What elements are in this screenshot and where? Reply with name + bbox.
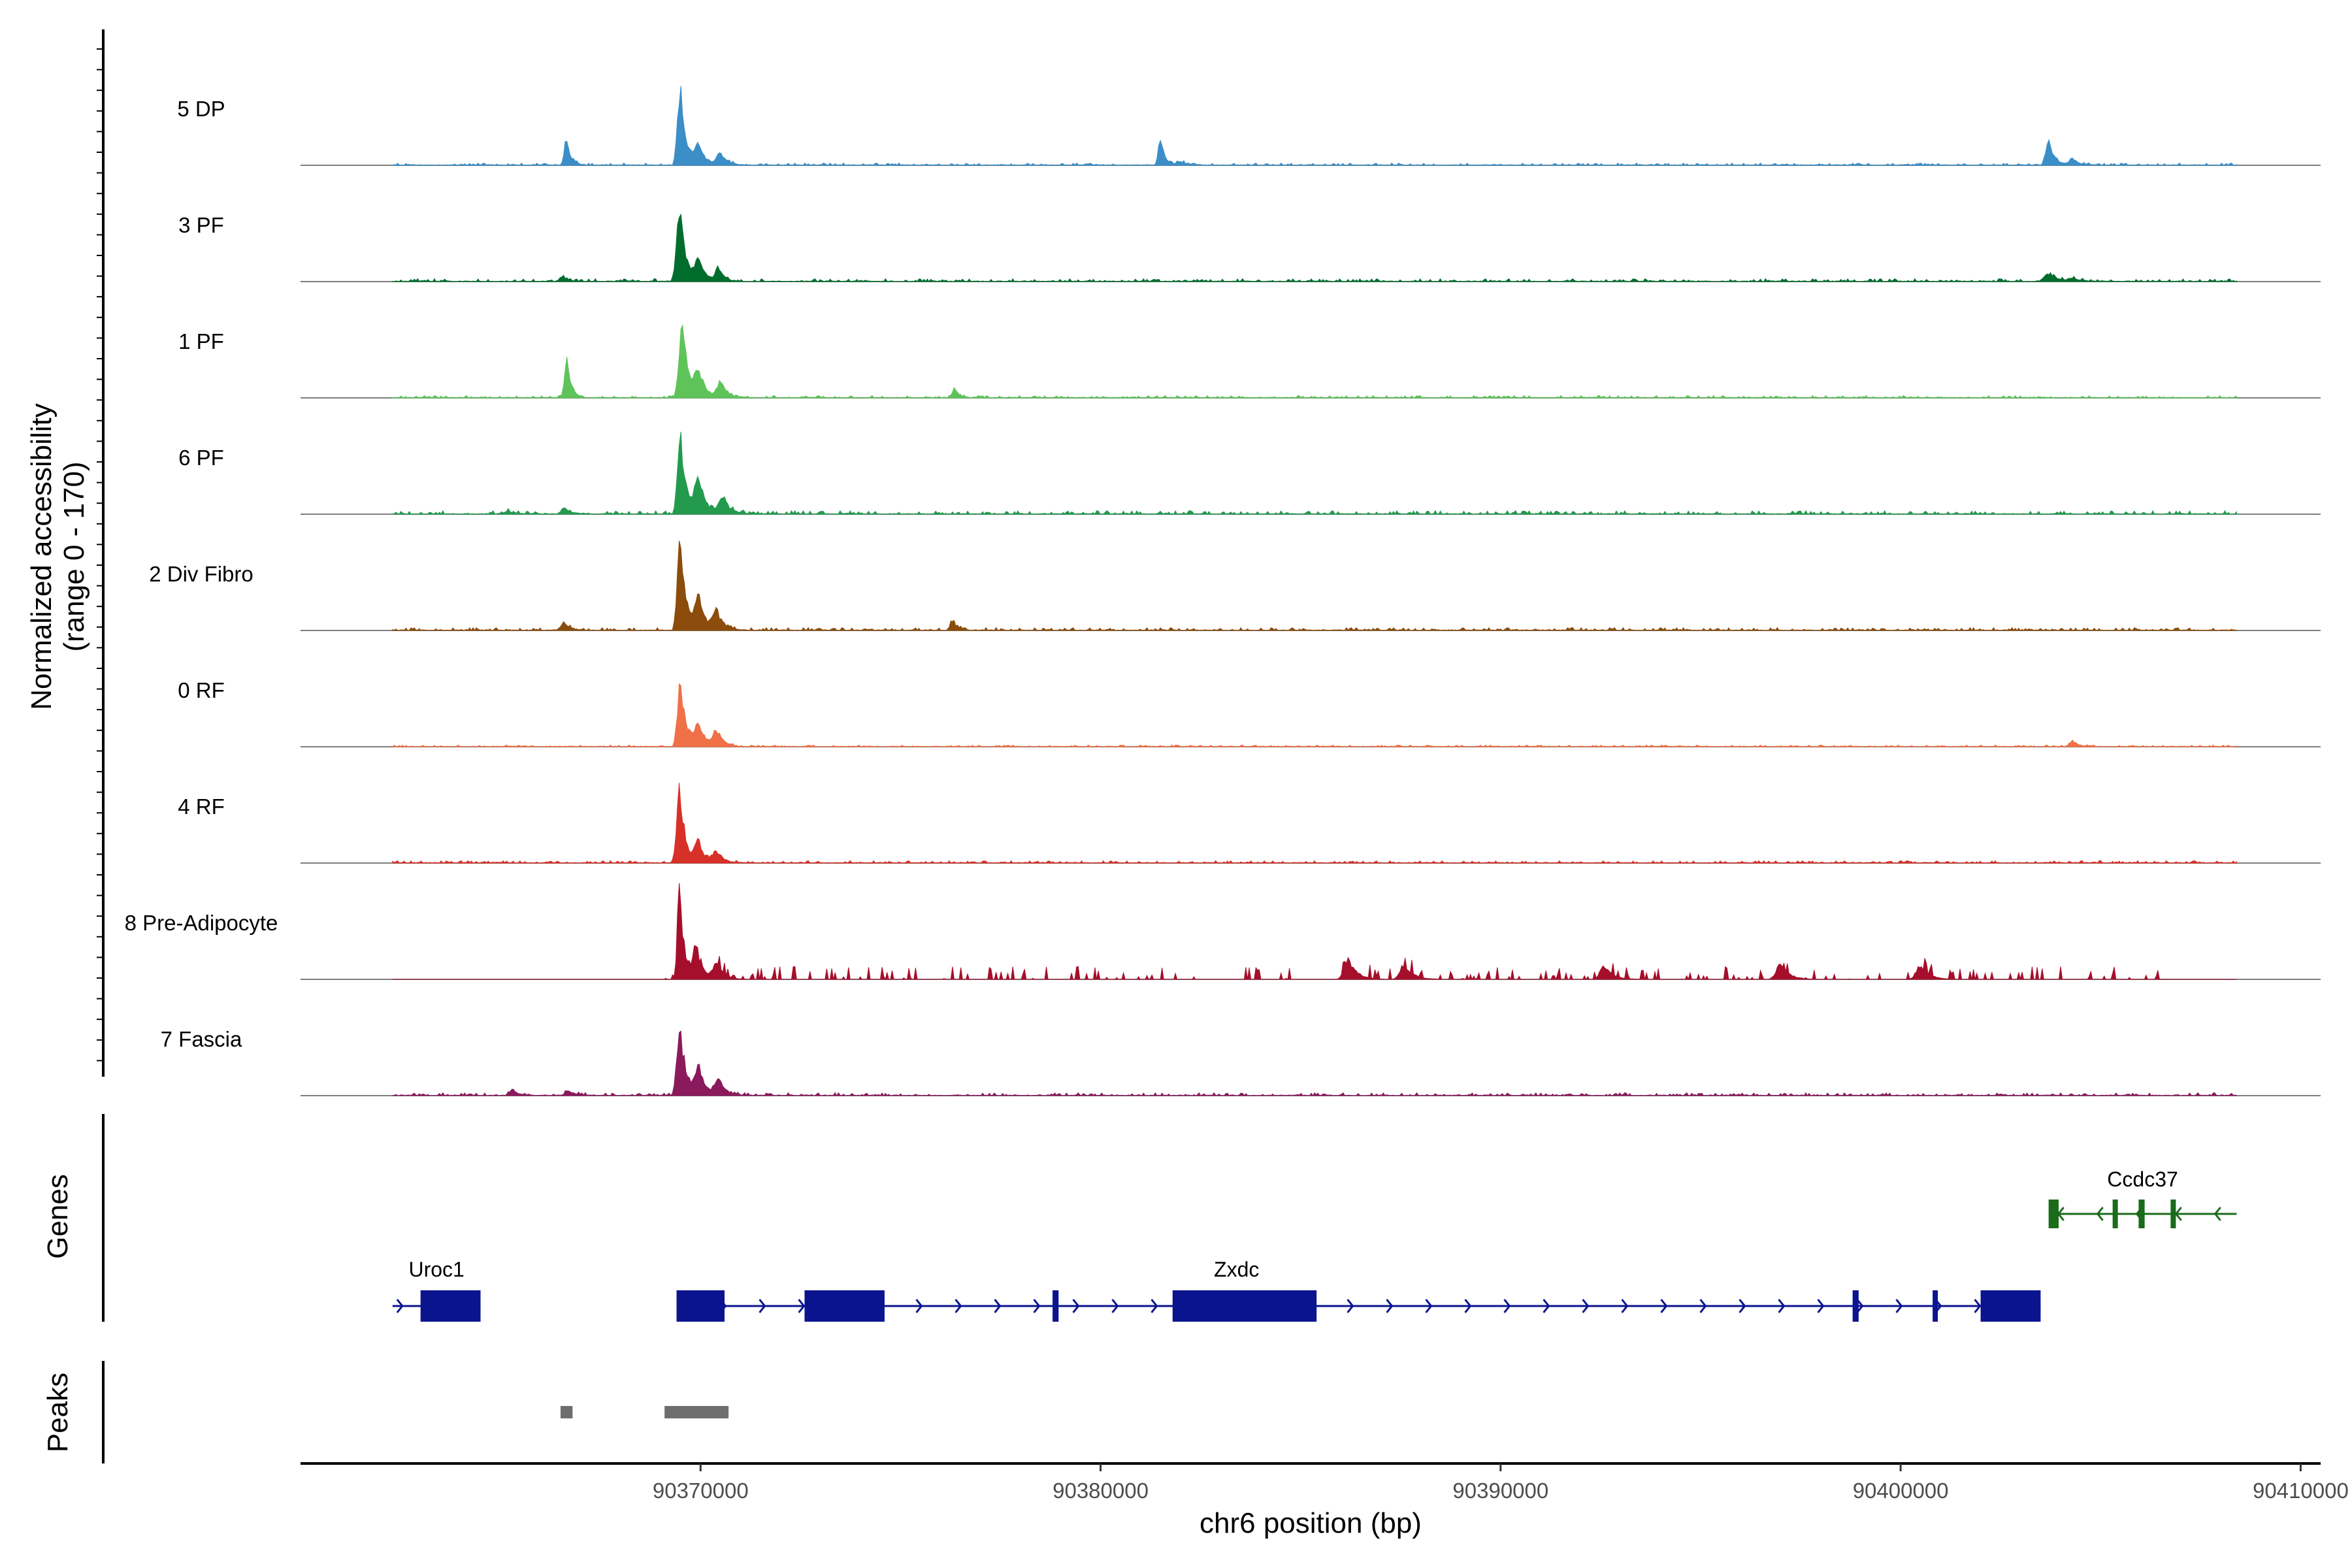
track-label: 4 RF — [178, 794, 225, 819]
strand-arrow — [798, 1299, 806, 1313]
x-tick-label: 90400000 — [1853, 1478, 1949, 1503]
strand-arrow — [1347, 1299, 1354, 1313]
gene-name-label: Ccdc37 — [2107, 1168, 2178, 1191]
coverage-area — [392, 324, 2237, 399]
coverage-y-axis — [97, 29, 105, 1077]
strand-arrow — [994, 1299, 1002, 1313]
track-4-rf: 4 RF — [178, 783, 2321, 864]
track-label: 3 PF — [178, 213, 224, 237]
x-tick-label: 90390000 — [1452, 1478, 1548, 1503]
strand-arrow — [1464, 1299, 1472, 1313]
track-label: 0 RF — [178, 678, 225, 702]
genes-panel-title: Genes — [42, 1174, 74, 1259]
strand-arrow — [2096, 1207, 2104, 1221]
strand-arrow — [1072, 1299, 1080, 1313]
x-tick-label: 90380000 — [1053, 1478, 1149, 1503]
y-axis-title-line2: (range 0 - 170) — [58, 461, 90, 651]
track-label: 2 Div Fibro — [149, 562, 253, 586]
strand-arrow — [1699, 1299, 1707, 1313]
strand-arrow — [1660, 1299, 1668, 1313]
track-0-rf: 0 RF — [178, 678, 2321, 747]
strand-arrow — [1543, 1299, 1550, 1313]
strand-arrow — [1503, 1299, 1511, 1313]
exon — [676, 1290, 725, 1322]
track-label: 1 PF — [178, 329, 224, 353]
track-label: 7 Fascia — [161, 1027, 242, 1051]
track-label: 5 DP — [177, 97, 225, 121]
strand-arrow — [1111, 1299, 1119, 1313]
coverage-area — [392, 1030, 2237, 1096]
strand-arrow — [915, 1299, 923, 1313]
strand-arrow — [955, 1299, 962, 1313]
exon — [1852, 1290, 1859, 1322]
strand-arrow — [1033, 1299, 1041, 1313]
track-label: 8 Pre-Adipocyte — [125, 911, 278, 935]
exon — [1053, 1290, 1059, 1322]
coverage-area — [392, 86, 2237, 166]
peak-regions — [560, 1406, 729, 1418]
coverage-area — [392, 883, 2237, 981]
track-label: 6 PF — [178, 446, 224, 470]
track-1-pf: 1 PF — [178, 324, 2321, 399]
x-tick-label: 90410000 — [2253, 1478, 2349, 1503]
strand-arrow — [1151, 1299, 1158, 1313]
strand-arrow — [1817, 1299, 1825, 1313]
track-3-pf: 3 PF — [178, 213, 2321, 282]
coverage-tracks: 5 DP 3 PF 1 PF 6 PF 2 Div Fibro 0 RF 4 RF 8 Pre… — [125, 86, 2321, 1096]
coverage-area — [392, 540, 2237, 631]
track-2-div-fibro: 2 Div Fibro — [149, 540, 2321, 631]
exon — [1980, 1290, 2041, 1322]
track-7-fascia: 7 Fascia — [161, 1027, 2321, 1096]
exon — [420, 1290, 481, 1322]
x-axis-title: chr6 position (bp) — [1200, 1507, 1422, 1539]
exon — [2138, 1200, 2145, 1228]
strand-arrow — [2213, 1207, 2221, 1221]
peak-region — [664, 1406, 729, 1418]
gene-ccdc37: Ccdc37 — [2048, 1168, 2237, 1228]
exon — [1172, 1290, 1317, 1322]
exon — [2170, 1200, 2176, 1228]
strand-arrow — [1856, 1299, 1864, 1313]
gene-uroc1: Uroc1 — [392, 1258, 481, 1322]
coverage-area — [392, 213, 2237, 282]
y-axis-title-line1: Normalized accessibility — [25, 403, 57, 710]
strand-arrow — [1974, 1299, 1982, 1313]
strand-arrow — [1386, 1299, 1394, 1313]
gene-models: Uroc1 Zxdc Ccdc37 — [392, 1168, 2237, 1322]
strand-arrow — [1425, 1299, 1433, 1313]
coverage-area — [392, 431, 2237, 515]
gene-zxdc: Zxdc — [676, 1258, 2041, 1322]
x-tick-label: 90370000 — [653, 1478, 749, 1503]
strand-arrow — [1778, 1299, 1786, 1313]
strand-arrow — [1895, 1299, 1903, 1313]
gene-name-label: Zxdc — [1214, 1258, 1259, 1281]
coverage-area — [392, 683, 2237, 747]
exon — [1933, 1290, 1938, 1322]
strand-arrow — [1582, 1299, 1590, 1313]
peak-region — [560, 1406, 573, 1418]
coverage-area — [392, 783, 2237, 864]
strand-arrow — [1621, 1299, 1629, 1313]
peaks-panel-title: Peaks — [42, 1373, 74, 1452]
exon — [804, 1290, 885, 1322]
exon — [2048, 1200, 2059, 1228]
x-axis-ticks: 90370000 90380000 90390000 90400000 90410000 — [653, 1463, 2349, 1503]
track-8-pre-adipocyte: 8 Pre-Adipocyte — [125, 883, 2321, 981]
strand-arrow — [759, 1299, 766, 1313]
exon — [2112, 1200, 2118, 1228]
strand-arrow — [396, 1299, 404, 1313]
track-5-dp: 5 DP — [177, 86, 2321, 166]
strand-arrow — [1739, 1299, 1746, 1313]
track-6-pf: 6 PF — [178, 431, 2321, 515]
strand-arrow — [2174, 1207, 2182, 1221]
gene-name-label: Uroc1 — [408, 1258, 464, 1281]
